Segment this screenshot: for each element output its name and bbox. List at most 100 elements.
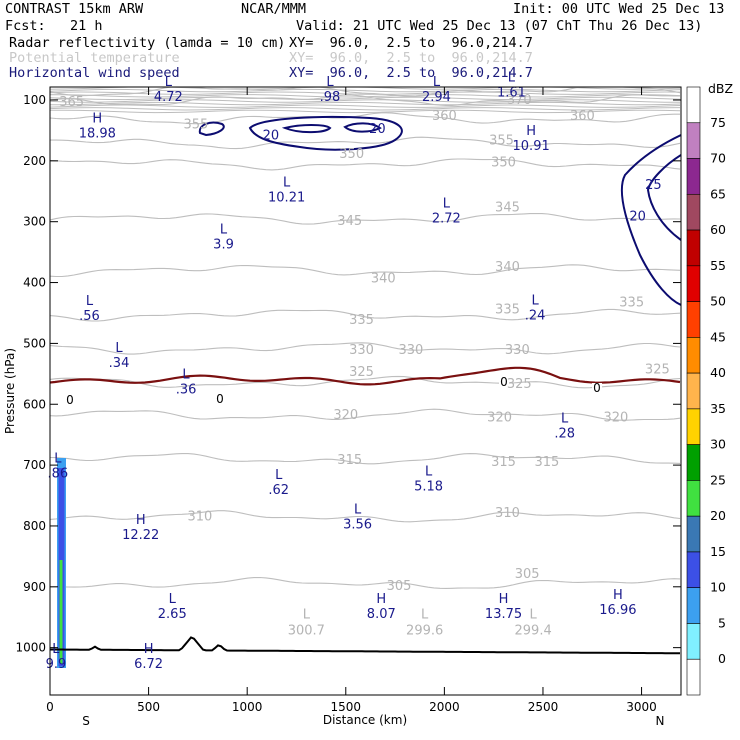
extremum-marker: L: [275, 468, 283, 483]
colorbar-swatch: [686, 587, 701, 624]
valid-time: Valid: 21 UTC Wed 25 Dec 13 (07 ChT Thu …: [296, 18, 703, 34]
y-axis-label: Pressure (hPa): [3, 348, 17, 434]
theta-label-370: 370: [507, 93, 532, 108]
theta-label-320: 320: [333, 408, 358, 423]
theta-contour-stratosphere: [50, 91, 681, 95]
theta-label-345: 345: [337, 214, 362, 229]
theta-contour-365: [50, 94, 680, 107]
colorbar-level-label: 45: [710, 329, 726, 344]
theta-contour-stratosphere: [50, 109, 681, 114]
extremum-marker: L: [52, 642, 60, 657]
theta-label-365: 365: [59, 95, 84, 110]
reflectivity-peak: [59, 560, 63, 664]
center-title: NCAR/MMM: [241, 1, 307, 17]
colorbar-swatch: [686, 158, 701, 195]
colorbar-swatch: [686, 408, 701, 445]
colorbar-title: dBZ: [708, 81, 733, 96]
extremum-value: .24: [525, 308, 546, 323]
extremum-value: .86: [48, 467, 69, 482]
theta-label-305: 305: [515, 567, 540, 582]
colorbar-level-label: 10: [710, 580, 726, 595]
colorbar-swatch: [686, 515, 701, 553]
theta-label-320: 320: [604, 410, 629, 425]
y-tick-label: 1000: [15, 641, 46, 655]
theta-label-335: 335: [495, 303, 520, 318]
zero-label: 0: [593, 381, 601, 395]
colorbar-swatch: [686, 372, 701, 410]
extremum-marker: H: [136, 513, 146, 528]
extremum-marker: H: [92, 111, 102, 126]
terrain-line: [50, 636, 681, 655]
extremum-value: 4.72: [154, 90, 183, 105]
zero-label-bg: [215, 394, 225, 404]
extremum-marker: L: [169, 592, 177, 607]
x-tick-label: 0: [46, 700, 54, 714]
theta-label-320: 320: [487, 410, 512, 425]
colorbar-swatch: [686, 480, 701, 517]
extremum-marker: L: [283, 175, 291, 190]
x-tick-label: 3000: [626, 700, 657, 714]
colorbar-swatch: [686, 623, 701, 660]
extremum-marker: L: [115, 341, 123, 356]
colorbar-level-label: 5: [718, 615, 726, 630]
field-reflectivity-xy: XY= 96.0, 2.5 to 96.0,214.7: [289, 35, 533, 51]
extremum-value: 3.9: [213, 238, 234, 253]
extremum-value: .36: [176, 383, 197, 398]
field-wind-xy: XY= 96.0, 2.5 to 96.0,214.7: [289, 65, 533, 81]
theta-label-330: 330: [505, 343, 530, 358]
theta-low-value: 299.6: [406, 623, 443, 638]
x-tick-label: 2500: [528, 700, 559, 714]
wind-speed-contour: [198, 121, 225, 137]
theta-label-325: 325: [507, 377, 532, 392]
theta-label-310: 310: [187, 510, 212, 525]
theta-contour-350: [50, 158, 681, 171]
zero-label: 0: [500, 375, 508, 389]
colorbar-level-label: 65: [710, 186, 726, 201]
extremum-value: 2.65: [158, 607, 187, 622]
extremum-marker: L: [531, 293, 539, 308]
field-theta-xy: XY= 96.0, 2.5 to 96.0,214.7: [289, 50, 533, 66]
extremum-value: 8.07: [367, 607, 396, 622]
y-tick-label: 300: [23, 215, 46, 229]
model-title: CONTRAST 15km ARW: [5, 1, 144, 17]
theta-label-340: 340: [495, 260, 520, 275]
theta-label-350: 350: [491, 155, 516, 170]
colorbar-swatch: [686, 265, 701, 302]
theta-label-350: 350: [339, 147, 364, 162]
extremum-marker: L: [433, 75, 441, 90]
y-tick-label: 400: [23, 276, 46, 290]
extremum-value: .34: [109, 356, 130, 371]
theta-label-345: 345: [495, 200, 520, 215]
extremum-marker: H: [144, 642, 154, 657]
plot-frame: [49, 86, 682, 696]
extremum-marker: L: [54, 452, 62, 467]
y-tick-label: 700: [23, 458, 46, 472]
colorbar-swatch: [686, 229, 701, 267]
theta-label-305: 305: [387, 579, 412, 594]
theta-low-value: 300.7: [288, 623, 325, 638]
colorbar-swatch: [686, 444, 701, 481]
extremum-value: 16.96: [599, 603, 636, 618]
theta-contour-345: [50, 212, 681, 225]
wind-speed-contour: [281, 124, 332, 134]
y-tick-label: 500: [23, 336, 46, 350]
extremum-value: .98: [320, 90, 341, 105]
theta-low-marker: L: [529, 607, 537, 622]
colorbar-level-label: 15: [710, 544, 726, 559]
zero-label-bg: [499, 377, 509, 387]
theta-label-315: 315: [491, 455, 516, 470]
extremum-marker: L: [508, 71, 516, 86]
reflectivity-zero-contour: [50, 366, 681, 386]
theta-label-340: 340: [371, 272, 396, 287]
x-tick-label: 1000: [232, 700, 263, 714]
extremum-marker: L: [443, 197, 451, 212]
theta-contour-335: [50, 308, 681, 322]
theta-low-marker: L: [421, 607, 429, 622]
extremum-value: 5.18: [414, 479, 443, 494]
theta-contour-305: [50, 576, 681, 589]
theta-label-310: 310: [495, 506, 520, 521]
colorbar-swatch: [686, 658, 701, 696]
wind-speed-label-25: 25: [645, 178, 662, 193]
